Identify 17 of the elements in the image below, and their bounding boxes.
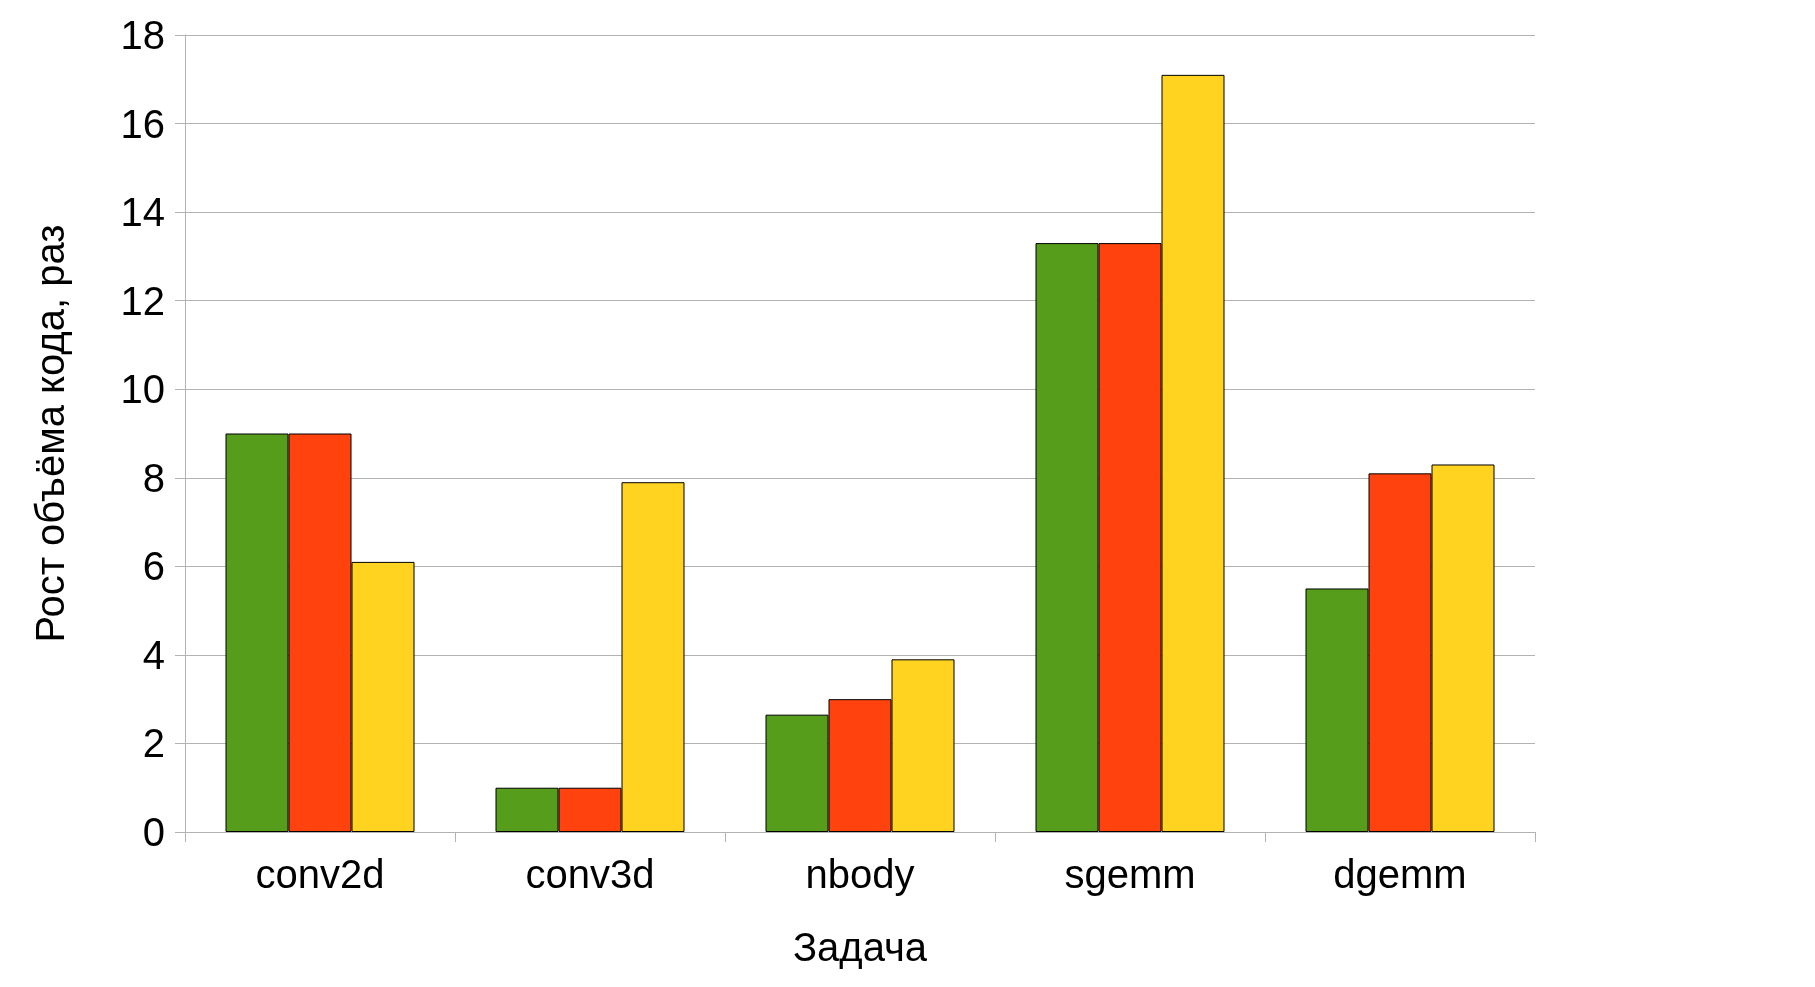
y-tick-label: 8 bbox=[142, 455, 165, 500]
y-tick-label: 10 bbox=[120, 367, 165, 412]
x-tick-label: conv3d bbox=[525, 852, 655, 896]
y-tick-label: 16 bbox=[120, 101, 165, 146]
y-tick-label: 2 bbox=[142, 721, 165, 766]
y-tick-label: 12 bbox=[120, 278, 165, 323]
y-tick-label: 18 bbox=[120, 13, 165, 57]
y-tick-label: 14 bbox=[120, 190, 165, 235]
y-tick-label: 4 bbox=[142, 632, 165, 677]
y-axis-title: Рост объёма кода, раз bbox=[28, 224, 72, 643]
x-tick-label: dgemm bbox=[1333, 852, 1467, 896]
x-tick-label: sgemm bbox=[1064, 852, 1196, 896]
x-axis-title: Задача bbox=[792, 925, 928, 969]
x-tick-label: conv2d bbox=[255, 852, 385, 896]
y-tick-label: 6 bbox=[142, 544, 165, 589]
y-tick-label: 0 bbox=[142, 810, 165, 854]
x-tick-label: nbody bbox=[805, 852, 915, 896]
